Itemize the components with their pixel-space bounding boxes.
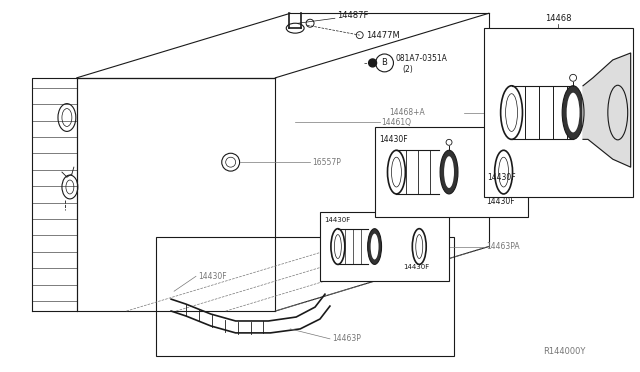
Bar xyxy=(320,212,449,281)
Text: 081A7-0351A: 081A7-0351A xyxy=(396,54,447,64)
Text: 14430F: 14430F xyxy=(487,173,515,182)
Polygon shape xyxy=(32,78,77,311)
Ellipse shape xyxy=(371,234,378,259)
Bar xyxy=(374,128,529,217)
Ellipse shape xyxy=(440,150,458,194)
Ellipse shape xyxy=(562,86,584,140)
Text: 14468: 14468 xyxy=(545,14,572,23)
Text: 14430F: 14430F xyxy=(486,198,515,206)
Text: B: B xyxy=(381,58,387,67)
Text: 14430F: 14430F xyxy=(324,217,350,223)
Circle shape xyxy=(376,54,394,72)
Bar xyxy=(156,237,454,356)
Circle shape xyxy=(570,74,577,81)
Circle shape xyxy=(369,59,376,67)
Text: 16557P: 16557P xyxy=(312,158,341,167)
Text: 14461Q: 14461Q xyxy=(381,118,412,127)
Text: 14463P: 14463P xyxy=(332,334,361,343)
Text: 14468+A: 14468+A xyxy=(390,108,425,117)
Circle shape xyxy=(221,153,239,171)
Bar xyxy=(484,28,633,197)
Text: 14463PA: 14463PA xyxy=(486,242,520,251)
Text: 14477M: 14477M xyxy=(365,31,399,40)
Ellipse shape xyxy=(566,93,580,132)
Text: 14487F: 14487F xyxy=(337,11,368,20)
Text: 14430F: 14430F xyxy=(198,272,227,281)
Text: (2): (2) xyxy=(403,65,413,74)
Text: 14430F: 14430F xyxy=(403,264,429,270)
Polygon shape xyxy=(583,53,630,167)
Text: 14430F: 14430F xyxy=(380,135,408,144)
Text: R144000Y: R144000Y xyxy=(543,347,586,356)
Circle shape xyxy=(446,140,452,145)
Ellipse shape xyxy=(444,156,454,188)
Ellipse shape xyxy=(367,229,381,264)
